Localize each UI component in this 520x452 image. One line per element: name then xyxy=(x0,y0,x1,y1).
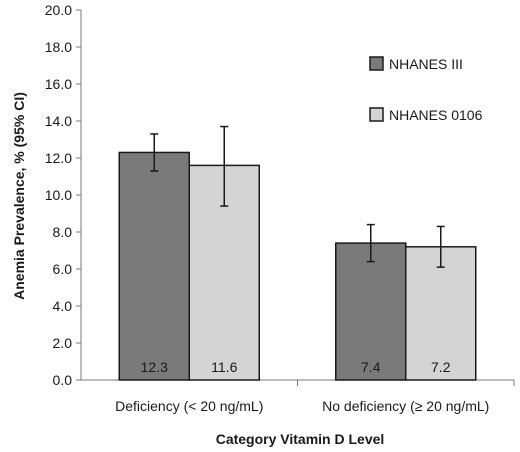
y-tick-label: 20.0 xyxy=(45,2,72,18)
data-label: 12.3 xyxy=(141,359,168,375)
y-tick-label: 0.0 xyxy=(53,372,73,388)
y-tick-label: 16.0 xyxy=(45,76,72,92)
data-label: 11.6 xyxy=(211,359,237,375)
legend-swatch xyxy=(369,56,384,71)
legend: NHANES III NHANES 0106 xyxy=(369,56,483,123)
y-tick-label: 10.0 xyxy=(45,187,72,203)
y-tick-label: 8.0 xyxy=(53,224,73,240)
category-label: Deficiency (< 20 ng/mL) xyxy=(115,398,263,414)
y-tick-label: 18.0 xyxy=(45,39,72,55)
legend-label: NHANES 0106 xyxy=(389,107,483,123)
bar xyxy=(335,242,407,381)
legend-label: NHANES III xyxy=(389,56,463,72)
y-tick-label: 14.0 xyxy=(45,113,72,129)
legend-swatch xyxy=(369,107,384,122)
y-tick-label: 2.0 xyxy=(53,335,73,351)
y-tick-label: 12.0 xyxy=(45,150,72,166)
category-label: No deficiency (≥ 20 ng/mL) xyxy=(322,398,489,414)
bar xyxy=(405,246,477,381)
y-tick-label: 4.0 xyxy=(53,298,73,314)
data-label: 7.4 xyxy=(361,359,381,375)
data-label: 7.2 xyxy=(431,359,451,375)
y-tick-label: 6.0 xyxy=(53,261,73,277)
plot-area: 0.0 2.0 4.0 6.0 8.0 10.0 12.0 14.0 16.0 18.0 20.0 1… xyxy=(45,2,515,414)
y-axis-title: Anemia Prevalence, % (95% CI) xyxy=(11,92,27,300)
bar xyxy=(118,151,190,381)
x-axis-title: Category Vitamin D Level xyxy=(216,431,385,447)
